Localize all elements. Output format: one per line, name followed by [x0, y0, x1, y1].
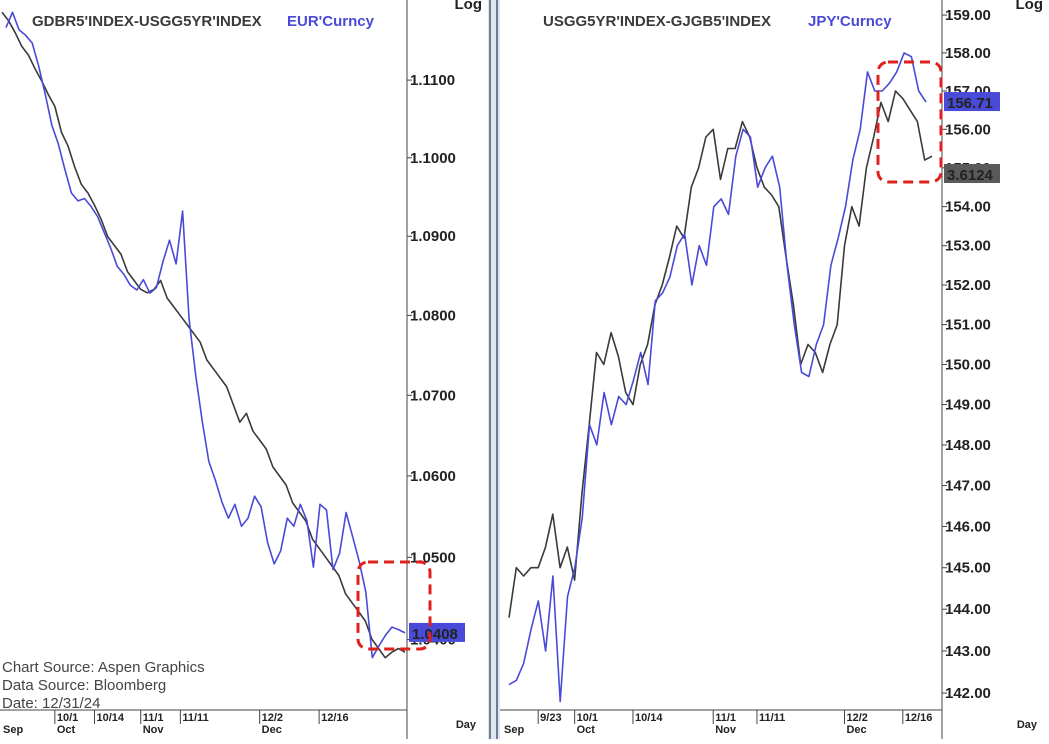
- x-tick-month-label: Nov: [715, 724, 737, 736]
- y-tick-label: 153.00: [945, 238, 991, 255]
- series-name-label: JPY'Curncy: [808, 13, 892, 30]
- chart-panel-2: LogDay159.00158.00157.00156.00155.00154.…: [500, 0, 1043, 739]
- y-tick-label: 154.00: [945, 199, 991, 216]
- last-value-label: 3.6124: [947, 167, 994, 184]
- y-tick-label: 149.00: [945, 397, 991, 414]
- y-tick-label: 151.00: [945, 317, 991, 334]
- last-value-label: 1.0408: [412, 626, 458, 643]
- y-tick-label: 146.00: [945, 519, 991, 536]
- x-tick-month-label: Dec: [262, 724, 282, 736]
- y-tick-label: 1.1100: [410, 72, 455, 89]
- x-tick-label: 9/23: [540, 712, 561, 724]
- scale-label: Log: [1016, 0, 1044, 13]
- y-tick-label: 158.00: [945, 45, 991, 62]
- scale-label: Log: [455, 0, 483, 13]
- chart-panel-1: Log Day 1.1100 1.1000 1.0900 1.0800 1.0700 1.06…: [0, 0, 482, 739]
- y-tick-label: 152.00: [945, 277, 991, 294]
- y-tick-label: 142.00: [945, 685, 991, 702]
- y-tick-label: 143.00: [945, 643, 991, 660]
- x-tick-label: 12/16: [905, 712, 933, 724]
- y-tick-label: 1.0600: [410, 468, 456, 485]
- x-tick-label: 12/2: [262, 712, 283, 724]
- series-line-1: [508, 90, 933, 618]
- series-name-label: EUR'Curncy: [287, 13, 375, 30]
- x-tick-label: 10/14: [96, 712, 124, 724]
- x-tick-label: 10/14: [635, 712, 663, 724]
- last-value-badge: [944, 92, 1000, 112]
- x-tick-month-label: Nov: [143, 724, 165, 736]
- y-tick-label: 150.00: [945, 356, 991, 373]
- x-tick-label: 10/1: [577, 712, 598, 724]
- y-tick-label: 1.0700: [410, 387, 456, 404]
- last-value-badge: [409, 622, 465, 642]
- x-tick-label: 11/11: [182, 712, 208, 724]
- last-value-label: 156.71: [947, 95, 993, 112]
- highlight-box: [356, 560, 432, 651]
- axis-unit-label: Day: [1017, 719, 1038, 731]
- y-tick-label: 145.00: [945, 560, 991, 577]
- series-line-2: [5, 11, 406, 659]
- axis-unit-label: Day: [456, 719, 477, 731]
- source-note: Chart Source: Aspen Graphics: [2, 659, 205, 676]
- x-tick-label: 10/1: [57, 712, 78, 724]
- series-name-label: USGG5YR'INDEX-GJGB5'INDEX: [543, 13, 771, 30]
- x-tick-label: 12/2: [846, 712, 867, 724]
- x-tick-label: 12/16: [321, 712, 349, 724]
- y-tick-label: 159.00: [945, 7, 991, 24]
- series-line-1: [1, 11, 406, 659]
- y-tick-label: 1.0900: [410, 228, 456, 245]
- y-tick-label: 1.0500: [410, 549, 456, 566]
- y-tick-label: 1.0800: [410, 307, 456, 324]
- source-note: Data Source: Bloomberg: [2, 677, 166, 694]
- source-note: Date: 12/31/24: [2, 695, 100, 712]
- last-value-badge: [944, 164, 1000, 183]
- x-tick-month-label: Sep: [3, 724, 23, 736]
- series-line-2: [508, 52, 927, 703]
- x-tick-month-label: Oct: [57, 724, 76, 736]
- x-tick-label: 11/11: [759, 712, 785, 724]
- y-tick-label: 1.1000: [410, 150, 456, 167]
- y-tick-label: 147.00: [945, 478, 991, 495]
- x-tick-month-label: Dec: [846, 724, 866, 736]
- y-tick-label: 156.00: [945, 121, 991, 138]
- x-tick-label: 11/1: [715, 712, 736, 724]
- y-tick-label: 144.00: [945, 601, 991, 618]
- x-tick-label: 11/1: [143, 712, 164, 724]
- highlight-box: [876, 60, 943, 184]
- y-tick-label: 148.00: [945, 437, 991, 454]
- series-name-label: GDBR5'INDEX-USGG5YR'INDEX: [32, 13, 262, 30]
- x-tick-month-label: Sep: [504, 724, 524, 736]
- x-tick-month-label: Oct: [577, 724, 596, 736]
